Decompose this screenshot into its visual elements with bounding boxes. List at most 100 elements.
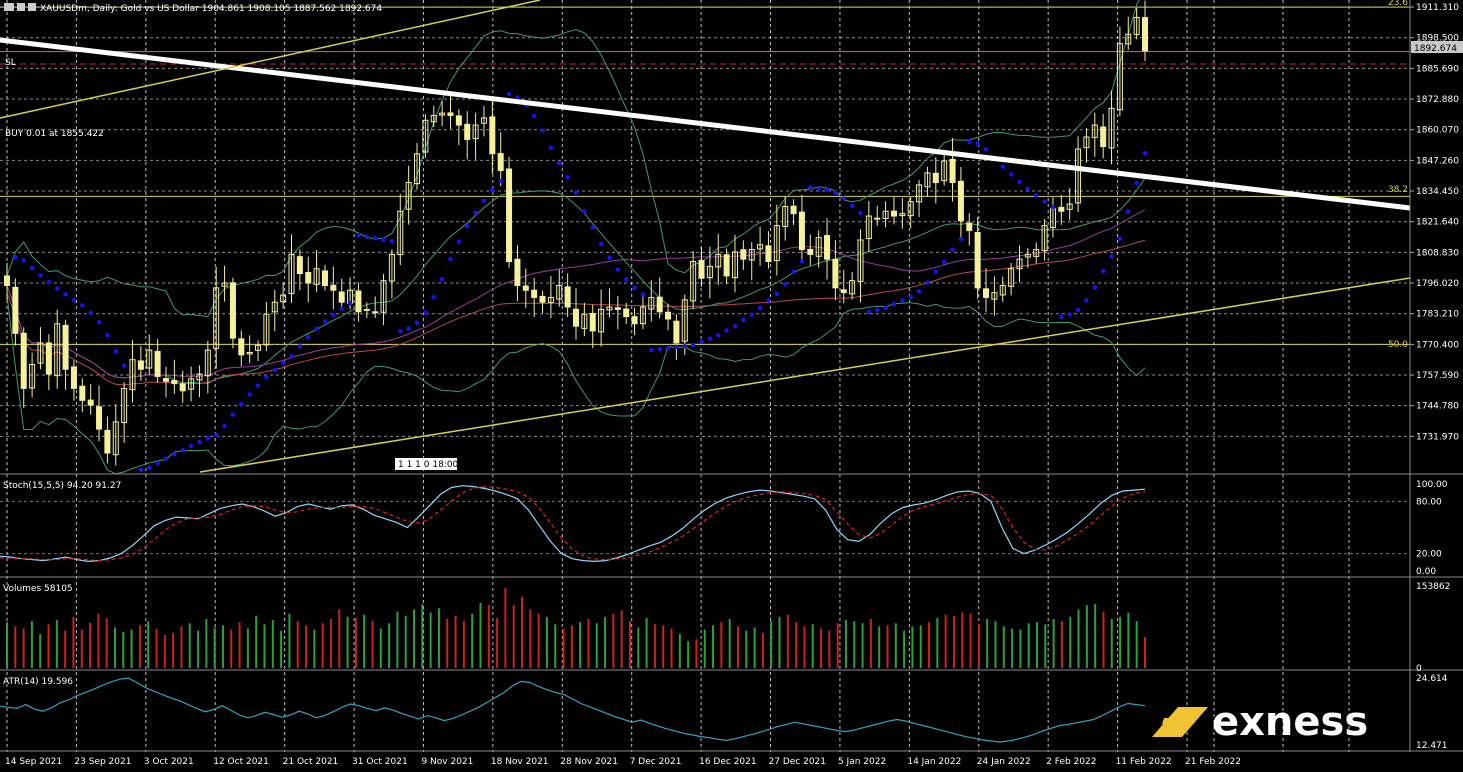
candle-body <box>999 284 1006 296</box>
x-tick-label: 23 Sep 2021 <box>74 757 131 767</box>
sar-dot <box>322 319 328 324</box>
window-icon[interactable] <box>4 3 14 11</box>
sar-dot <box>389 238 395 244</box>
sar-dot <box>1067 312 1072 317</box>
sar-dot <box>766 298 771 303</box>
sar-dot <box>498 178 503 184</box>
sar-dot <box>540 128 545 133</box>
sar-dot <box>473 210 478 215</box>
candle-body <box>271 301 278 313</box>
sar-dot <box>925 280 930 285</box>
candle-body <box>305 272 312 284</box>
candle-body <box>932 172 939 184</box>
fib-layer <box>0 6 1410 345</box>
sar-dot <box>247 392 252 397</box>
candle-body <box>37 342 44 364</box>
y-tick-label: 1757.590 <box>1416 371 1459 381</box>
sar-dot <box>657 346 662 352</box>
sar-dot <box>155 460 160 466</box>
trend-layer <box>0 0 1411 473</box>
sar-dot <box>607 255 612 261</box>
y-tick-label: 1834.450 <box>1416 187 1459 197</box>
sar-dot <box>406 326 411 331</box>
sar-dot <box>197 439 202 445</box>
candle-body <box>1091 124 1098 138</box>
candle-body <box>924 172 931 188</box>
stoch-title: Stoch(15,5,5) 94.20 91.27 <box>3 481 121 491</box>
x-tick-label: 11 Feb 2022 <box>1116 757 1172 767</box>
x-tick-label: 14 Jan 2022 <box>907 757 961 767</box>
atr-y-tick: 12.471 <box>1416 741 1448 751</box>
sar-dot <box>29 265 35 271</box>
volume-y-tick: 153862 <box>1416 582 1450 592</box>
candle-body <box>865 215 872 239</box>
candle-body <box>121 387 128 424</box>
sar-dot <box>339 306 344 311</box>
atr-line <box>0 677 1146 743</box>
sar-dot <box>1059 314 1064 319</box>
candle-body <box>70 366 77 389</box>
sar-dot <box>916 288 922 294</box>
sar-dot <box>749 312 754 317</box>
fib-500-label: 50.0 <box>1388 340 1408 350</box>
candle-body <box>581 313 588 329</box>
sar-dot <box>975 141 980 146</box>
sar-dot <box>414 320 420 325</box>
candle-body <box>815 237 822 257</box>
candle-body <box>824 235 831 260</box>
candle-body <box>129 359 136 391</box>
y-tick-label: 1783.210 <box>1416 310 1459 320</box>
stoch-y-tick: 0.00 <box>1416 567 1436 577</box>
sar-dot <box>1126 209 1131 214</box>
candle-body <box>246 351 253 355</box>
sar-dot <box>180 447 185 453</box>
sar-dot <box>1134 180 1139 186</box>
sar-dot <box>674 344 679 350</box>
candle-body <box>1024 253 1031 258</box>
candle-body <box>321 270 328 286</box>
candle-body <box>614 307 621 310</box>
sar-dot <box>1092 285 1097 290</box>
sar-dot <box>96 319 102 325</box>
chart-info-text: XAUUSDm, Daily: Gold vs US Dollar 1904.8… <box>40 4 382 14</box>
y-tick-label: 1872.880 <box>1416 95 1459 105</box>
candle-body <box>380 280 387 313</box>
sar-dot <box>1034 193 1039 198</box>
sar-dot <box>866 309 872 314</box>
candle-body <box>673 320 680 344</box>
candle-body <box>899 213 906 217</box>
candle-body <box>280 294 287 303</box>
candle-body <box>171 380 178 385</box>
sar-dot <box>456 239 462 244</box>
sar-dot <box>21 258 26 263</box>
candle-body <box>539 295 546 303</box>
candle-body <box>213 287 220 349</box>
restore-icon[interactable] <box>17 3 25 11</box>
candle-body <box>874 217 881 220</box>
candle-layer <box>3 0 1149 466</box>
candle-body <box>832 258 839 289</box>
bollinger-middle <box>6 178 1146 384</box>
candle-body <box>974 232 981 289</box>
candle-body <box>564 286 571 308</box>
y-tick-label: 1796.020 <box>1416 279 1459 289</box>
sar-dot <box>716 333 721 338</box>
sar-dot <box>63 292 68 297</box>
sar-dot <box>941 259 947 265</box>
close-icon[interactable] <box>28 3 36 11</box>
sar-dot <box>598 241 604 247</box>
sar-dot <box>172 451 177 457</box>
candle-body <box>957 180 964 222</box>
candle-body <box>422 119 429 153</box>
candle-body <box>96 406 103 430</box>
x-tick-label: 7 Dec 2021 <box>630 757 682 767</box>
candle-body <box>522 285 529 291</box>
candle-body <box>1008 268 1015 287</box>
x-tick-label: 21 Oct 2021 <box>283 757 339 767</box>
candle-body <box>480 117 487 124</box>
sar-dot <box>439 276 445 282</box>
candle-body <box>1066 203 1073 210</box>
y-tick-label: 1821.640 <box>1416 218 1459 228</box>
sar-dot <box>1100 268 1106 274</box>
